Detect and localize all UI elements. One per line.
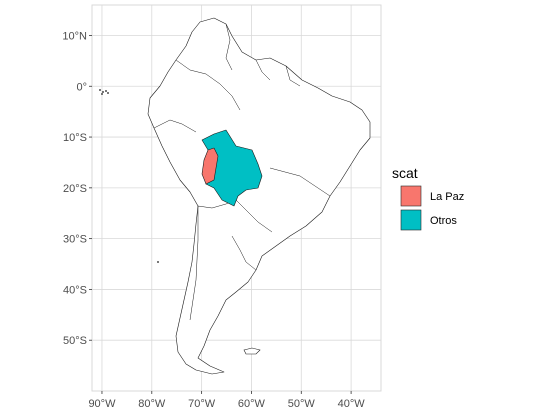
legend-key-la-paz [400,185,422,207]
x-tick-label: 90°W [88,398,116,410]
y-tick-label: 0° [76,81,87,93]
region-la-paz [201,147,219,185]
continent-outline [147,17,371,375]
x-tick-label: 60°W [238,398,266,410]
country-borders [153,23,331,321]
south-america-map [99,17,371,375]
x-tick-label: 40°W [338,398,366,410]
x-tick-label: 50°W [288,398,316,410]
legend-key-otros [400,209,422,231]
x-tick-label: 80°W [138,398,166,410]
y-tick-label: 50°S [63,335,87,347]
juan-fernandez-islands [157,261,159,263]
legend-title: scat [392,165,418,181]
y-axis-ticks: 10°N 0° 10°S 20°S 30°S 40°S 50°S [62,30,92,347]
panel-border [91,4,382,392]
y-tick-label: 30°S [63,234,87,246]
y-tick-label: 10°N [62,30,87,42]
y-tick-label: 40°S [63,284,87,296]
y-tick-label: 20°S [63,183,87,195]
y-tick-label: 10°S [63,132,87,144]
falkland-islands [243,347,261,355]
x-axis-ticks: 90°W 80°W 70°W 60°W 50°W 40°W [88,391,365,410]
legend: scat La Paz Otros [392,165,464,231]
legend-label-otros: Otros [430,215,457,227]
galapagos-islands [99,89,109,95]
legend-label-la-paz: La Paz [430,191,464,203]
x-tick-label: 70°W [188,398,216,410]
